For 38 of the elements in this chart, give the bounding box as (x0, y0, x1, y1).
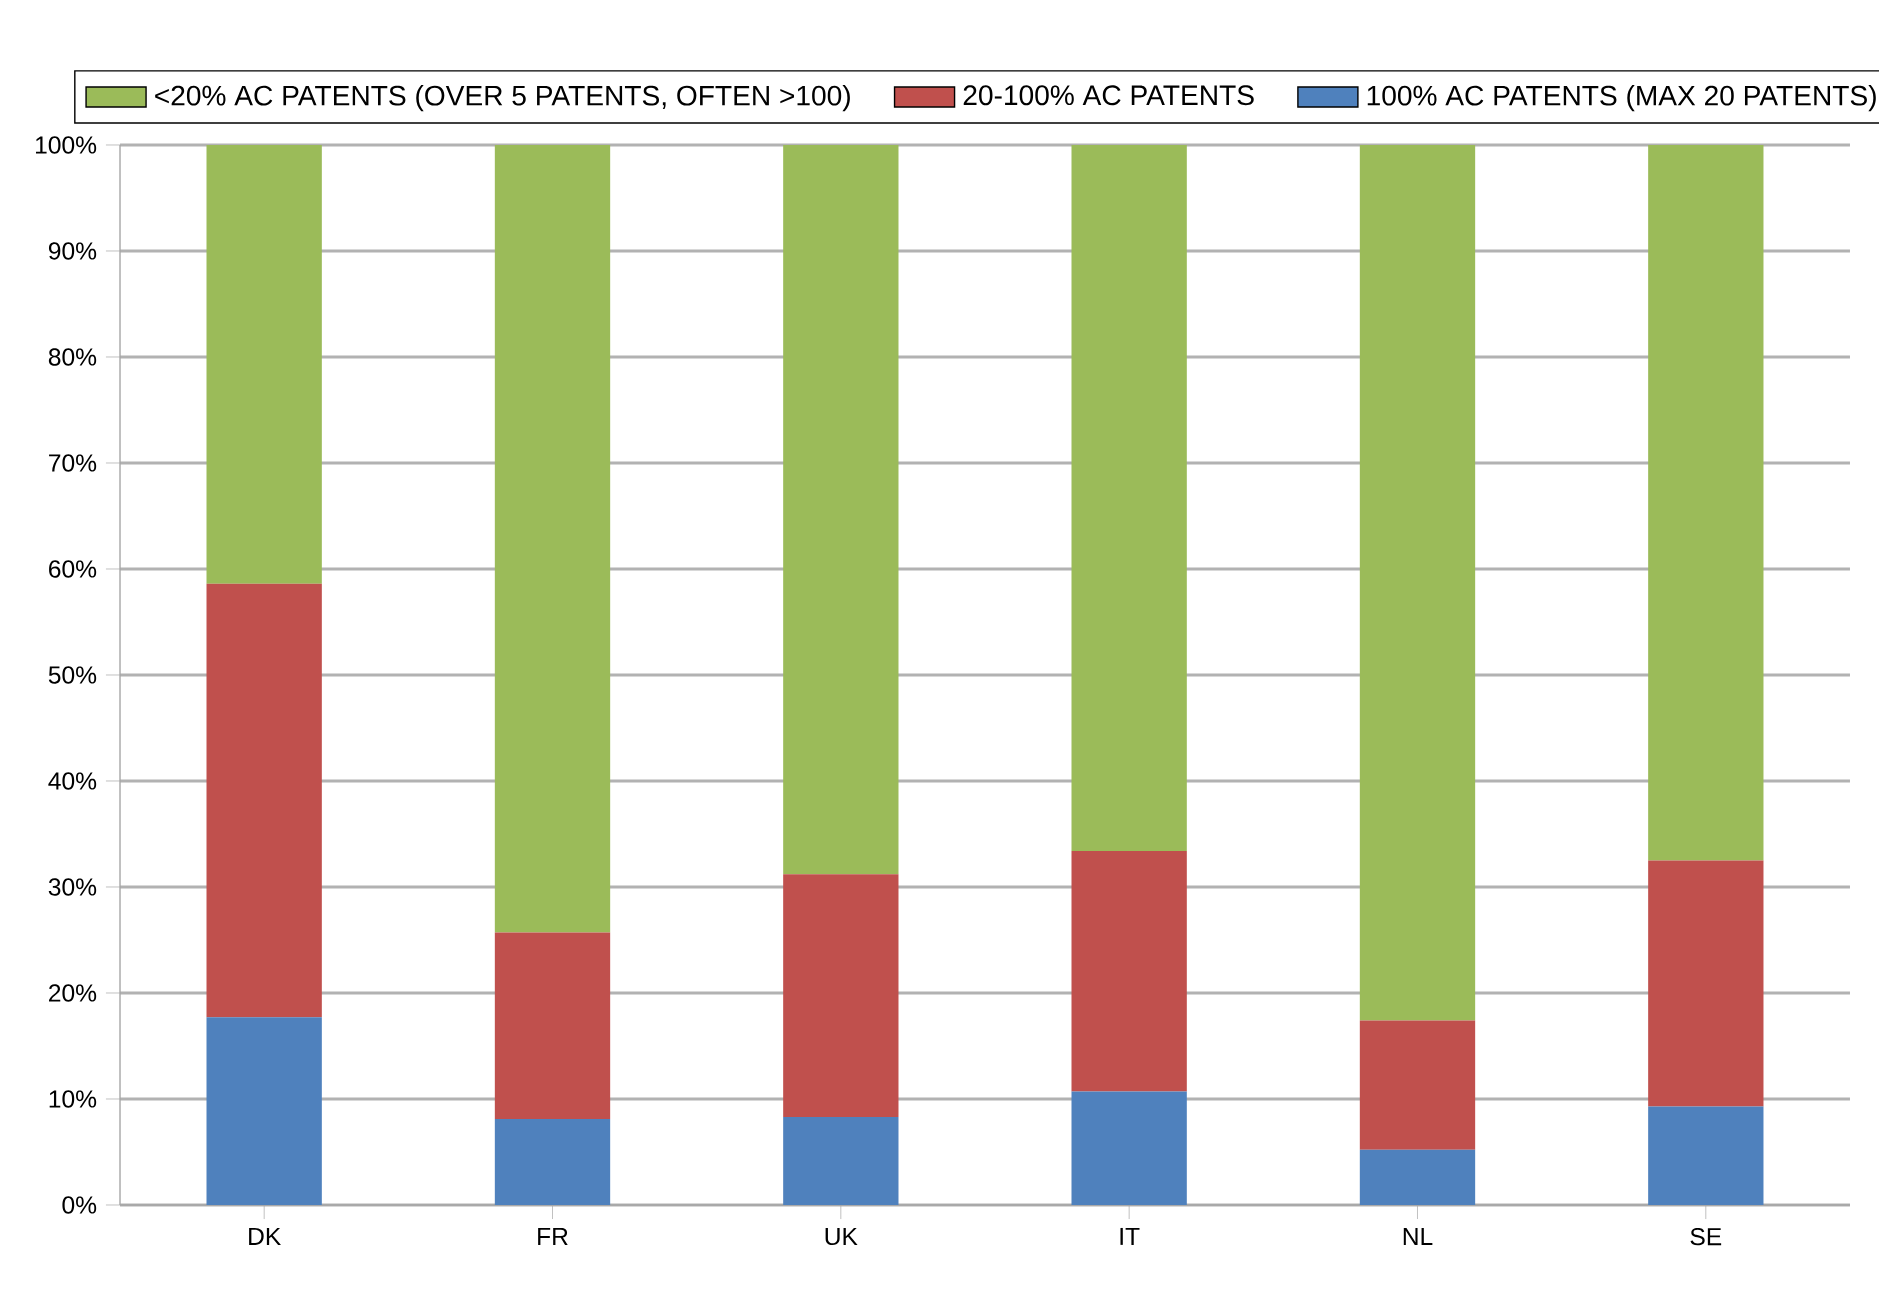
bar (1359, 1149, 1476, 1205)
bar (783, 874, 899, 1117)
bar (206, 1017, 322, 1205)
bar (494, 1119, 611, 1205)
bar (206, 583, 322, 1018)
x-tick-label: UK (825, 1227, 858, 1246)
bar (1071, 144, 1187, 851)
bar (1648, 860, 1764, 1107)
x-tick-label: NL (1403, 1227, 1433, 1245)
y-tick-label: 30% (48, 878, 97, 896)
y-tick-label: 20% (49, 984, 97, 1002)
x-tick-label: DK (249, 1227, 281, 1245)
bar (494, 932, 611, 1120)
bar (783, 1117, 899, 1205)
y-tick-label: 80% (48, 348, 97, 366)
y-tick-label: 60% (49, 560, 97, 578)
x-tick-label: SE (1690, 1227, 1722, 1246)
bar (783, 144, 899, 875)
bar (206, 144, 322, 584)
bar (1648, 144, 1764, 861)
bar (1071, 850, 1187, 1092)
legend-label: <20% AC PATENTS (OVER 5 PATENTS, OFTEN >100) (155, 84, 850, 112)
y-tick-label: 50% (48, 666, 97, 684)
legend-label: 100% AC PATENTS (MAX 20 PATENTS) (1367, 84, 1876, 112)
y-tick-label: 0% (62, 1196, 97, 1214)
bar (1359, 144, 1476, 1021)
x-tick-label: FR (538, 1227, 568, 1245)
bar (1359, 1020, 1476, 1150)
y-tick-label: 40% (48, 772, 97, 790)
y-tick-label: 90% (48, 242, 97, 260)
x-tick-label: IT (1120, 1227, 1140, 1245)
legend-label: 20-100% AC PATENTS (963, 85, 1254, 106)
bar (1071, 1091, 1187, 1205)
bar (1648, 1106, 1764, 1205)
y-tick-label: 10% (49, 1090, 97, 1108)
y-tick-label: 100% (36, 136, 97, 154)
bar (494, 144, 611, 933)
y-tick-label: 70% (49, 454, 97, 472)
